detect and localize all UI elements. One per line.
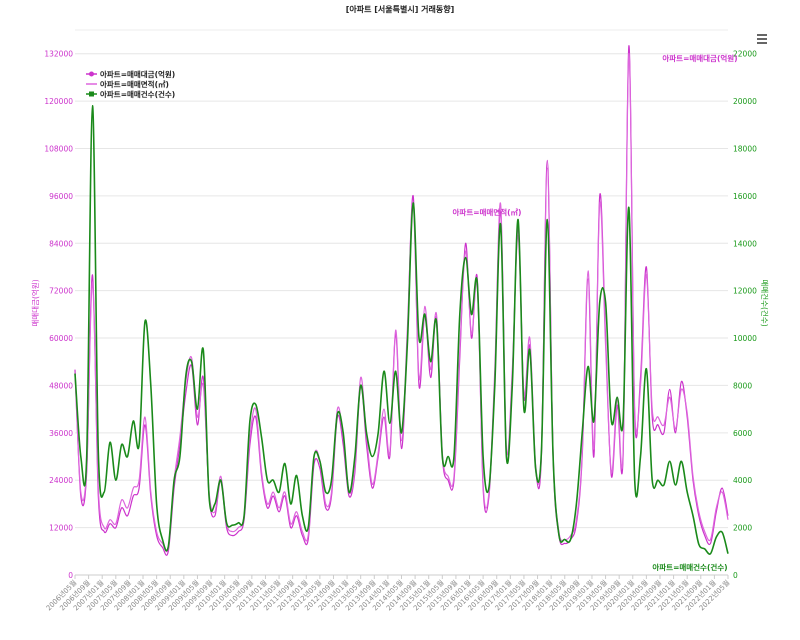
y-right-tick-label: 18000 [733,144,757,153]
annotation-amount: 아파트=매매대금(억원) [662,53,737,63]
series-line-area [74,53,729,553]
y-left-tick-label: 12000 [49,524,73,533]
menu-icon-bar-bottom [757,42,767,44]
series-line-amount [74,45,729,556]
annotation-area: 아파트=매매면적(㎡) [453,207,522,217]
series-line-count [74,104,729,555]
annotation-count: 아파트=매매건수(건수) [652,562,727,572]
menu-icon-bar-top [757,34,767,36]
y-right-tick-label: 2000 [733,524,752,533]
y-axis-left-label: 매매대금(억원) [31,279,40,326]
legend-marker-circle [89,71,94,77]
y-left-tick-label: 72000 [49,287,73,296]
legend-label: 아파트=매매면적(㎡) [100,79,169,89]
y-right-tick-label: 12000 [733,287,757,296]
legend-item[interactable]: 아파트=매매면적(㎡) [86,79,169,89]
menu-icon-bar-middle [757,38,767,40]
grid-lines [75,53,728,576]
legend-item[interactable]: 아파트=매매대금(억원) [86,69,175,79]
y-right-tick-label: 6000 [733,429,752,438]
chart-title: [아파트 [서울특별시] 거래동향] [346,4,455,14]
legend-label: 아파트=매매건수(건수) [100,89,175,99]
legend-label: 아파트=매매대금(억원) [100,69,175,79]
y-right-tick-label: 10000 [733,334,757,343]
y-left-tick-label: 120000 [44,97,73,106]
x-axis-ticks: 2006년05월2006년09월2007년01월2007년05월2007년09월… [44,574,731,612]
y-right-tick-label: 22000 [733,50,757,59]
y-left-tick-label: 48000 [49,381,73,390]
legend-item[interactable]: 아파트=매매건수(건수) [86,89,175,99]
y-left-tick-label: 84000 [49,239,73,248]
y-left-tick-label: 108000 [44,144,73,153]
y-right-tick-label: 4000 [733,476,752,485]
y-axis-right-label: 매매건수(건수) [760,279,770,326]
y-right-tick-label: 16000 [733,192,757,201]
y-right-tick-label: 0 [733,571,738,580]
y-axis-left-ticks: 0 12000 24000 36000 48000 60000 72000 84000 9600… [44,50,73,580]
legend-marker-square [89,91,94,97]
y-left-tick-label: 24000 [49,476,73,485]
y-left-tick-label: 96000 [49,192,73,201]
y-left-tick-label: 132000 [44,50,73,59]
y-right-tick-label: 14000 [733,239,757,248]
y-left-tick-label: 60000 [49,334,73,343]
y-axis-right-ticks: 0 2000 4000 6000 8000 10000 12000 14000 16000 180… [733,50,757,580]
y-right-tick-label: 20000 [733,97,757,106]
y-right-tick-label: 8000 [733,381,752,390]
y-left-tick-label: 36000 [49,429,73,438]
legend[interactable]: 아파트=매매대금(억원)아파트=매매면적(㎡)아파트=매매건수(건수) [86,69,175,99]
y-left-tick-label: 0 [68,571,73,580]
series-lines [74,45,729,556]
chart-menu-button[interactable] [752,30,770,46]
